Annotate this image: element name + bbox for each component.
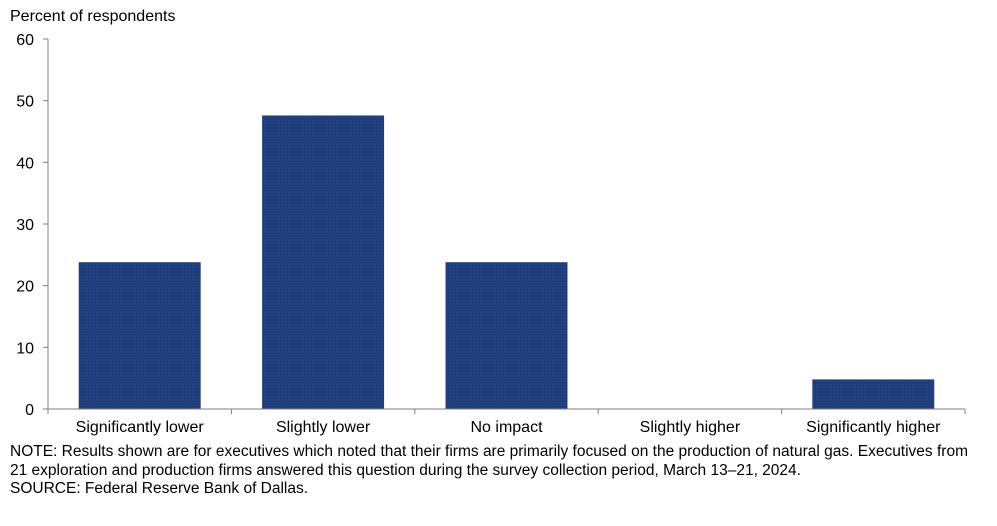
chart-notes: NOTE: Results shown are for executives w… (10, 443, 985, 499)
y-tick-label: 40 (16, 155, 34, 172)
y-axis-title: Percent of respondents (10, 8, 175, 25)
bars (78, 115, 935, 409)
x-tick-label: Slightly higher (640, 419, 741, 436)
x-tick-label: No impact (470, 419, 543, 436)
note-text: NOTE: Results shown are for executives w… (10, 443, 968, 479)
x-tick-label: Significantly lower (76, 419, 205, 436)
y-tick-label: 0 (25, 402, 34, 419)
y-tick-label: 20 (16, 279, 34, 296)
bar (445, 262, 568, 409)
bar-chart: Percent of respondents 0 10 20 30 40 50 60 Sig… (10, 8, 966, 436)
y-tick-label: 60 (16, 32, 34, 49)
x-tick-label: Slightly lower (276, 419, 371, 436)
bar (812, 379, 935, 409)
y-axis: 0 10 20 30 40 50 60 (16, 32, 49, 419)
source-text: SOURCE: Federal Reserve Bank of Dallas. (10, 480, 309, 497)
bar (262, 115, 385, 409)
y-tick-label: 30 (16, 217, 34, 234)
y-tick-label: 10 (16, 340, 34, 357)
x-axis: Significantly lower Slightly lower No impa… (47, 408, 966, 436)
y-tick-label: 50 (16, 94, 34, 111)
bar (78, 262, 201, 409)
x-tick-label: Significantly higher (806, 419, 941, 436)
